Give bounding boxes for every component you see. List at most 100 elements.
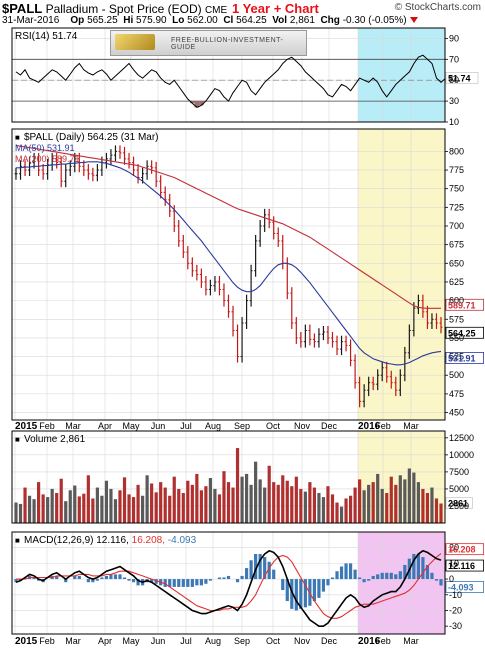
- macd-histogram-bar: [258, 553, 262, 580]
- x-axis-label-oct: Oct: [266, 421, 281, 431]
- volume-bar: [195, 473, 199, 523]
- macd-title-part: MACD(12,26,9): [24, 535, 93, 546]
- x-axis-label-oct: Oct: [266, 636, 281, 646]
- rsi-title: RSI(14) 51.74: [15, 31, 78, 42]
- volume-bar: [380, 488, 384, 523]
- price-y-tick-label: 725: [449, 202, 464, 212]
- volume-bar: [55, 493, 59, 523]
- volume-bar: [64, 501, 68, 523]
- volume-bar: [127, 494, 131, 523]
- macd-y-tick-label: 20: [449, 543, 459, 553]
- exchange: CME: [204, 5, 228, 16]
- x-axis-label-2015: 2015: [15, 421, 38, 432]
- rsi-y-tick-label: 50: [449, 75, 459, 85]
- macd-histogram-bar: [285, 579, 289, 602]
- x-axis-label-feb: Feb: [375, 421, 391, 431]
- volume-bar: [389, 476, 393, 523]
- macd-y-tick-label: -20: [449, 605, 462, 615]
- x-axis-label-may: May: [122, 636, 140, 646]
- price-y-tick-label: 675: [449, 240, 464, 250]
- macd-histogram-bar: [294, 579, 298, 611]
- macd-histogram-bar: [403, 564, 407, 580]
- close-last-label: 564.25: [448, 328, 476, 338]
- close-label: Cl: [223, 15, 234, 26]
- macd-histogram-bar: [217, 577, 222, 580]
- price-y-tick-label: 600: [449, 296, 464, 306]
- macd-title-marker: ■: [15, 536, 20, 545]
- volume-bar: [68, 490, 72, 523]
- price-y-tick-label: 525: [449, 352, 464, 362]
- ma200-last-label: 589.71: [448, 300, 476, 310]
- close-value: 564.25: [236, 15, 267, 26]
- price-title: $PALL (Daily) 564.25 (31 Mar): [24, 132, 159, 143]
- ohlc-summary: 31-Mar-2016 Op 565.25 Hi 575.90 Lo 562.0…: [2, 15, 418, 26]
- macd-last-label: 12.116: [448, 561, 475, 571]
- macd-histogram-bar: [186, 579, 190, 587]
- axis-labels: 90 70 50 30 10 RSI(14) 51.74 51.74 800 775 750 725…: [15, 31, 476, 647]
- macd-histogram-bar: [113, 574, 118, 580]
- volume-bar: [312, 487, 317, 523]
- rsi-y-tick-label: 70: [449, 54, 459, 64]
- price-y-tick-label: 450: [449, 408, 464, 418]
- volume-bar: [267, 465, 271, 523]
- volume-bar: [32, 499, 36, 523]
- rsi-last-label-box: [445, 72, 479, 84]
- volume-bar: [407, 468, 411, 523]
- volume-y-tick-label: 12500: [449, 433, 474, 443]
- x-axis-label-2016: 2016: [358, 636, 381, 647]
- volume-bar: [416, 482, 420, 523]
- macd-title: MACD(12,26,9) 12.116, 16.208, -4.093: [24, 535, 197, 546]
- macd-histogram-bar: [376, 574, 380, 580]
- macd-title-part: 12.116,: [93, 535, 128, 546]
- price-y-tick-label: 700: [449, 221, 464, 231]
- volume-last-label-box: [445, 497, 473, 509]
- macd-histogram-bar: [303, 579, 307, 608]
- macd-frame: [11, 531, 446, 635]
- macd-histogram-bar: [55, 575, 59, 580]
- x-axis-label-2015: 2015: [15, 636, 38, 647]
- macd-histogram-bar: [32, 577, 36, 580]
- volume-bar: [231, 487, 235, 523]
- macd-histogram-bar: [353, 569, 357, 580]
- macd-histogram-bar: [154, 579, 158, 584]
- price-y-tick-label: 475: [449, 389, 464, 399]
- symbol: $PALL: [2, 1, 43, 16]
- volume-bar: [299, 488, 303, 523]
- volume-bar: [91, 498, 95, 523]
- macd-histogram-bar: [127, 579, 131, 581]
- macd-histogram-bar: [222, 577, 226, 580]
- macd-histogram-bar: [416, 553, 420, 580]
- volume-bar: [199, 490, 203, 523]
- histogram-last-label: -4.093: [448, 582, 474, 592]
- volume-bar: [285, 480, 289, 523]
- quote-date: 31-Mar-2016: [2, 15, 60, 26]
- macd-histogram-bar: [177, 579, 181, 587]
- volume-bar: [154, 492, 158, 523]
- volume-bar: [217, 494, 222, 523]
- rsi-oversold-fill: [199, 101, 204, 106]
- macd-histogram-bar: [385, 572, 389, 580]
- volume-bar: [159, 482, 163, 523]
- volume-bar: [430, 487, 434, 523]
- macd-histogram-bar: [317, 579, 321, 598]
- volume-bar: [353, 487, 357, 523]
- x-axis-label-mar: Mar: [65, 636, 81, 646]
- bullion-guide-banner: FREE-BULLION-INVESTMENT-GUIDE: [110, 30, 307, 56]
- volume-bar: [163, 487, 167, 523]
- histogram-last-label-box: [445, 581, 484, 593]
- open-value: 565.25: [87, 15, 118, 26]
- x-axis-label-dec: Dec: [321, 421, 338, 431]
- chart-title: $PALL Palladium - Spot Price (EOD) CME: [2, 1, 227, 16]
- macd-histogram-bar: [267, 561, 271, 580]
- macd-histogram-bar: [226, 575, 231, 580]
- macd-histogram-bar: [362, 579, 366, 583]
- volume-bar: [290, 486, 294, 523]
- x-axis-label-2016: 2016: [358, 421, 381, 432]
- volume-bar: [276, 484, 280, 523]
- rsi-last-label: 51.74: [448, 73, 471, 83]
- volume-bar: [86, 475, 90, 523]
- panel-backgrounds: [358, 28, 445, 634]
- volume-bar: [140, 495, 145, 523]
- macd-histogram-bar: [64, 579, 68, 583]
- price-y-tick-label: 575: [449, 314, 464, 324]
